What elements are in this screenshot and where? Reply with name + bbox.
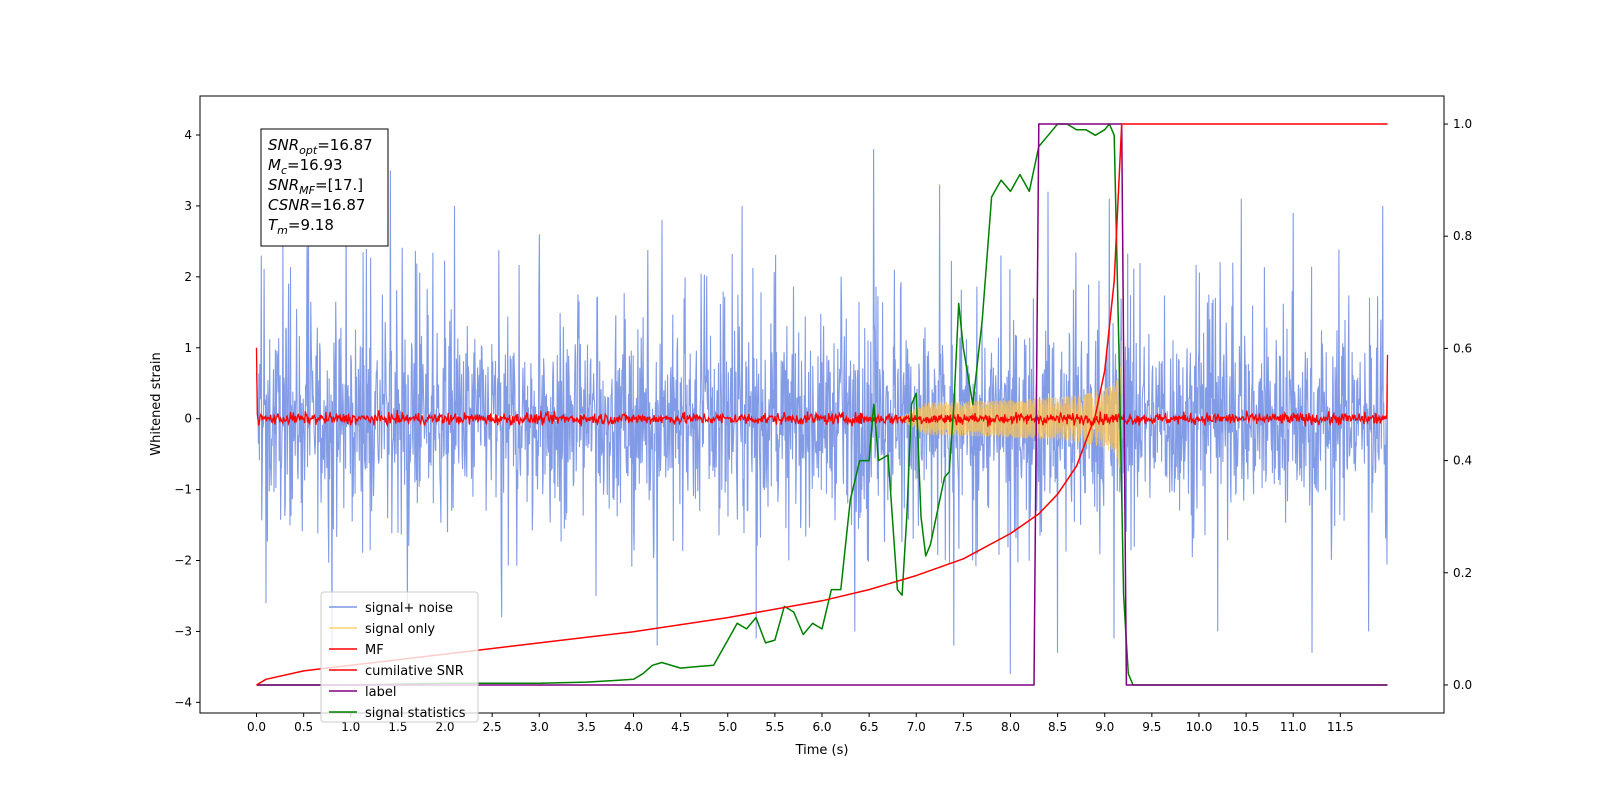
x-tick-label: 4.0 bbox=[624, 720, 643, 734]
series-label bbox=[256, 123, 1388, 686]
legend-label: signal statistics bbox=[365, 706, 466, 721]
x-tick-label: 9.5 bbox=[1142, 720, 1161, 734]
y-tick-label-left: 2 bbox=[184, 270, 192, 284]
y-axis-label: Whitened strain bbox=[149, 352, 164, 455]
series-signal-only bbox=[897, 340, 1123, 483]
annotation-line: CSNR=16.87 bbox=[268, 196, 365, 214]
x-tick-label: 5.5 bbox=[765, 720, 784, 734]
x-tick-label: 6.0 bbox=[812, 720, 831, 734]
y-tick-label-right: 0.6 bbox=[1453, 341, 1472, 355]
y-tick-label-left: 4 bbox=[184, 128, 192, 142]
y-tick-label-right: 0.8 bbox=[1453, 229, 1472, 243]
x-tick-label: 1.0 bbox=[341, 720, 360, 734]
annotation-line: Mc=16.93 bbox=[268, 156, 343, 177]
annotation-line: SNRMF=[17.] bbox=[268, 176, 363, 197]
x-tick-label: 2.5 bbox=[483, 720, 502, 734]
y-tick-label-left: 3 bbox=[184, 199, 192, 213]
legend-label: signal+ noise bbox=[365, 601, 453, 616]
x-tick-label: 9.0 bbox=[1095, 720, 1114, 734]
y-tick-label-right: 0.2 bbox=[1453, 566, 1472, 580]
annotation-frame bbox=[260, 128, 389, 247]
series-mf bbox=[255, 347, 1389, 428]
series-signal-statistics bbox=[256, 123, 1388, 686]
y-tick-label-left: −3 bbox=[174, 624, 192, 638]
series-signal-noise bbox=[255, 149, 1389, 675]
x-tick-label: 11.0 bbox=[1280, 720, 1307, 734]
annotation-line: SNRopt=16.87 bbox=[268, 136, 373, 157]
axes: 0.0 0.5 1.0 1.5 2.0 2.5 3.0 3.5 4.0 4.5 5.0 5.5 6.0 6… bbox=[174, 117, 1472, 734]
x-tick-label: 10.5 bbox=[1233, 720, 1260, 734]
x-tick-label: 8.0 bbox=[1001, 720, 1020, 734]
annotation-line: Tm=9.18 bbox=[268, 216, 334, 237]
y-tick-label-left: −4 bbox=[174, 695, 192, 709]
x-axis-label: Time (s) bbox=[795, 743, 849, 758]
x-tick-label: 10.0 bbox=[1186, 720, 1213, 734]
annotation-box: SNRopt=16.87Mc=16.93SNRMF=[17.]CSNR=16.8… bbox=[260, 128, 389, 247]
legend-label: signal only bbox=[365, 622, 435, 637]
y-tick-label-left: −2 bbox=[174, 554, 192, 568]
legend-frame bbox=[320, 591, 479, 723]
x-tick-label: 4.5 bbox=[671, 720, 690, 734]
y-tick-label-right: 0.0 bbox=[1453, 678, 1472, 692]
y-tick-label-right: 0.4 bbox=[1453, 454, 1472, 468]
y-tick-label-right: 1.0 bbox=[1453, 117, 1472, 131]
x-tick-label: 3.0 bbox=[530, 720, 549, 734]
x-tick-label: 11.5 bbox=[1327, 720, 1354, 734]
y-tick-label-left: 1 bbox=[184, 341, 192, 355]
x-tick-label: 1.5 bbox=[388, 720, 407, 734]
y-tick-label-left: 0 bbox=[184, 412, 192, 426]
x-tick-label: 7.0 bbox=[907, 720, 926, 734]
plot-series bbox=[255, 123, 1389, 686]
x-tick-label: 0.5 bbox=[294, 720, 313, 734]
x-tick-label: 0.0 bbox=[247, 720, 266, 734]
y-tick-label-left: −1 bbox=[174, 483, 192, 497]
legend-label: MF bbox=[365, 643, 384, 658]
x-tick-label: 8.5 bbox=[1048, 720, 1067, 734]
x-tick-label: 3.5 bbox=[577, 720, 596, 734]
x-tick-label: 5.0 bbox=[718, 720, 737, 734]
legend-label: label bbox=[365, 685, 396, 700]
x-tick-label: 6.5 bbox=[860, 720, 879, 734]
x-tick-label: 2.0 bbox=[435, 720, 454, 734]
legend-label: cumilative SNR bbox=[365, 664, 464, 679]
x-tick-label: 7.5 bbox=[954, 720, 973, 734]
legend: signal+ noise signal only MF cumilative SNR… bbox=[320, 591, 479, 723]
